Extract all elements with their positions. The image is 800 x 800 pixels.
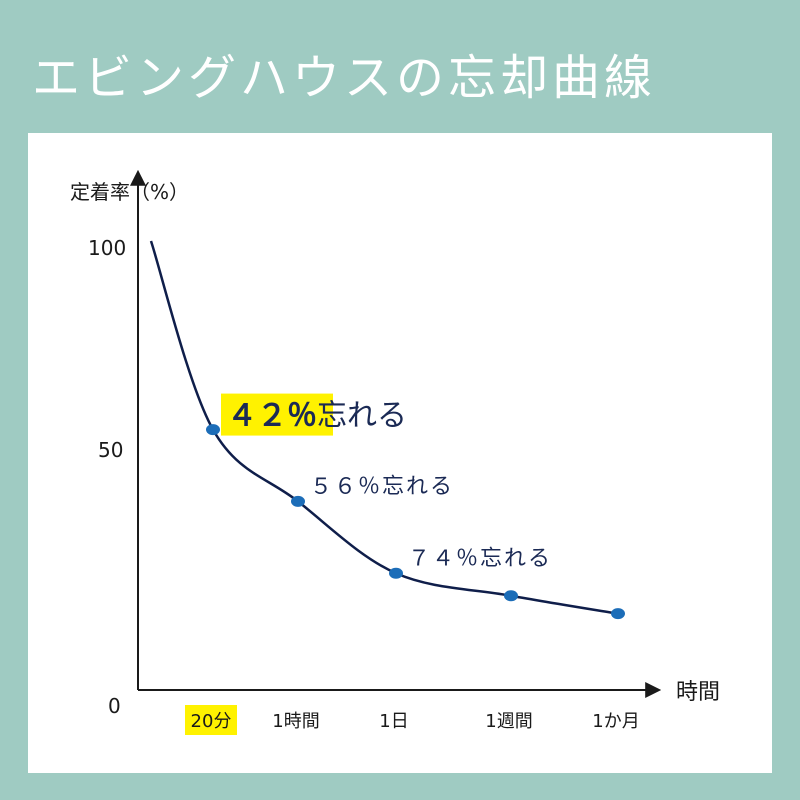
y-tick-label-50: 50 bbox=[98, 438, 123, 462]
annotation-highlight bbox=[221, 393, 333, 436]
y-tick-label-100: 100 bbox=[88, 236, 126, 260]
x-tick-highlight bbox=[185, 705, 237, 735]
y-tick-label-0: 0 bbox=[108, 694, 121, 718]
annotation-label: ４２％忘れる bbox=[227, 399, 407, 434]
x-tick-label: 1日 bbox=[379, 711, 408, 732]
data-point bbox=[389, 567, 403, 579]
x-tick-label: 1週間 bbox=[485, 711, 532, 732]
x-tick-label: 20分 bbox=[191, 711, 232, 732]
annotation-label: ７４％忘れる bbox=[408, 546, 552, 571]
data-point bbox=[504, 590, 518, 602]
annotation-label: ５６％忘れる bbox=[310, 474, 454, 499]
x-tick-label: 1時間 bbox=[272, 711, 319, 732]
forgetting-curve-chart: 定着率（%） 時間 100 50 0 20分 1時間 1日 1週間 1か月 ４２％忘れる… bbox=[70, 169, 720, 735]
data-point bbox=[611, 608, 625, 620]
data-point bbox=[206, 424, 220, 436]
y-axis-label: 定着率（%） bbox=[70, 180, 189, 204]
data-point bbox=[291, 495, 305, 507]
chart-panel: 定着率（%） 時間 100 50 0 20分 1時間 1日 1週間 1か月 ４２％忘れる… bbox=[28, 133, 772, 773]
x-axis-label: 時間 bbox=[676, 680, 720, 705]
x-tick-label: 1か月 bbox=[592, 711, 639, 732]
page-title: エビングハウスの忘却曲線 bbox=[32, 50, 657, 106]
